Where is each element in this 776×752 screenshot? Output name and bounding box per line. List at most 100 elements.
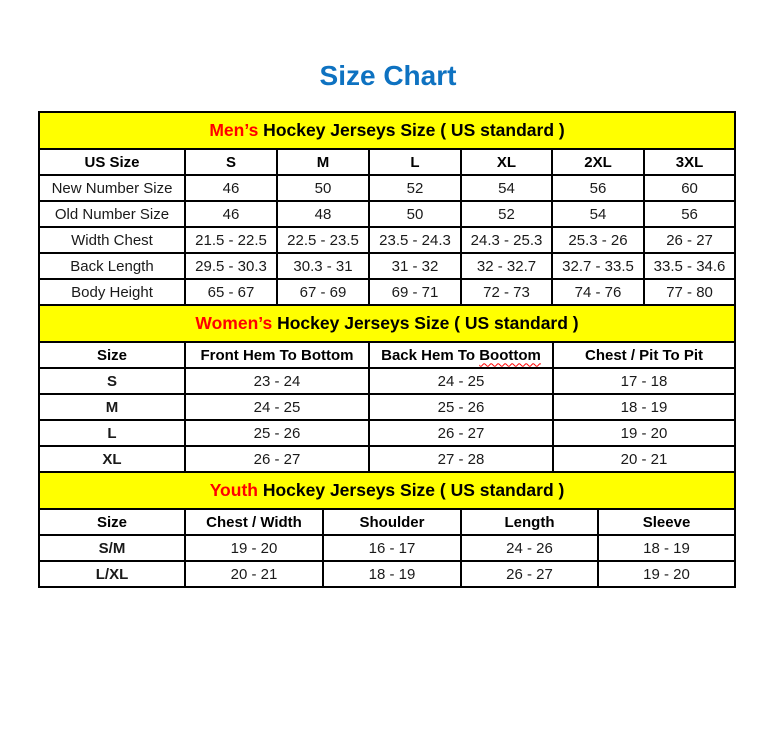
size-value: 17 - 18	[551, 367, 737, 395]
size-value: 24.3 - 25.3	[460, 226, 553, 254]
row-label: Back Length	[38, 252, 186, 280]
column-header: L	[368, 148, 462, 176]
size-value: 48	[276, 200, 370, 228]
size-value: 60	[642, 174, 737, 202]
row-label: XL	[38, 445, 186, 473]
size-value: 26 - 27	[460, 560, 599, 588]
table-row: L/XL 20 - 21 18 - 19 26 - 27 19 - 20	[38, 560, 737, 588]
column-header: Size	[38, 508, 186, 536]
mens-size-table: Men’s Hockey Jerseys Size ( US standard …	[37, 111, 737, 306]
size-value: 18 - 19	[596, 534, 737, 562]
size-value: 16 - 17	[322, 534, 462, 562]
column-header: M	[276, 148, 370, 176]
size-value: 56	[551, 174, 645, 202]
column-header: XL	[460, 148, 553, 176]
size-value: 56	[642, 200, 737, 228]
size-value: 25.3 - 26	[551, 226, 645, 254]
size-value: 26 - 27	[184, 445, 370, 473]
column-header: Back Hem To Boottom	[368, 341, 554, 369]
size-value: 25 - 26	[184, 419, 370, 447]
size-value: 26 - 27	[642, 226, 737, 254]
size-value: 20 - 21	[551, 445, 737, 473]
size-value: 54	[460, 174, 553, 202]
column-header: Front Hem To Bottom	[184, 341, 370, 369]
youth-caption: Youth Hockey Jerseys Size ( US standard …	[37, 471, 737, 510]
size-value: 50	[276, 174, 370, 202]
column-header: Length	[460, 508, 599, 536]
size-value: 32.7 - 33.5	[551, 252, 645, 280]
mens-caption-highlight: Men’s	[209, 120, 259, 140]
size-value: 74 - 76	[551, 278, 645, 306]
size-value: 19 - 20	[551, 419, 737, 447]
size-value: 27 - 28	[368, 445, 554, 473]
column-header: 3XL	[642, 148, 737, 176]
table-row: S 23 - 24 24 - 25 17 - 18	[38, 367, 737, 395]
table-row: New Number Size 46 50 52 54 56 60	[38, 174, 737, 202]
mens-caption: Men’s Hockey Jerseys Size ( US standard …	[37, 111, 737, 150]
column-header: S	[184, 148, 278, 176]
size-value: 23 - 24	[184, 367, 370, 395]
mens-caption-row: Men’s Hockey Jerseys Size ( US standard …	[37, 111, 737, 150]
table-row: Back Length 29.5 - 30.3 30.3 - 31 31 - 32 32…	[38, 252, 737, 280]
table-row: M 24 - 25 25 - 26 18 - 19	[38, 393, 737, 421]
column-header: US Size	[38, 148, 186, 176]
size-value: 24 - 26	[460, 534, 599, 562]
size-value: 54	[551, 200, 645, 228]
table-row: Width Chest 21.5 - 22.5 22.5 - 23.5 23.5 - …	[38, 226, 737, 254]
size-value: 46	[184, 174, 278, 202]
size-value: 67 - 69	[276, 278, 370, 306]
size-tables-container: Men’s Hockey Jerseys Size ( US standard …	[37, 111, 737, 588]
size-value: 72 - 73	[460, 278, 553, 306]
womens-caption-highlight: Women’s	[195, 313, 273, 333]
size-chart-page: Size Chart Men’s Hockey Jerseys Size ( U…	[0, 60, 776, 588]
misspelled-word: Boottom	[479, 346, 541, 364]
size-value: 21.5 - 22.5	[184, 226, 278, 254]
womens-caption: Women’s Hockey Jerseys Size ( US standar…	[37, 304, 737, 343]
size-value: 50	[368, 200, 462, 228]
mens-header-row: US Size S M L XL 2XL 3XL	[38, 148, 737, 176]
size-value: 26 - 27	[368, 419, 554, 447]
column-header: Sleeve	[596, 508, 737, 536]
youth-header-row: Size Chest / Width Shoulder Length Sleeve	[38, 508, 737, 536]
size-value: 31 - 32	[368, 252, 462, 280]
row-label: L/XL	[38, 560, 186, 588]
row-label: Width Chest	[38, 226, 186, 254]
table-row: Body Height 65 - 67 67 - 69 69 - 71 72 - 73 7…	[38, 278, 737, 306]
size-value: 23.5 - 24.3	[368, 226, 462, 254]
womens-caption-rest: Hockey Jerseys Size ( US standard )	[272, 313, 579, 333]
row-label: New Number Size	[38, 174, 186, 202]
row-label: L	[38, 419, 186, 447]
size-value: 18 - 19	[551, 393, 737, 421]
table-row: L 25 - 26 26 - 27 19 - 20	[38, 419, 737, 447]
column-header: Shoulder	[322, 508, 462, 536]
size-value: 18 - 19	[322, 560, 462, 588]
mens-caption-rest: Hockey Jerseys Size ( US standard )	[258, 120, 565, 140]
size-value: 32 - 32.7	[460, 252, 553, 280]
womens-size-table: Women’s Hockey Jerseys Size ( US standar…	[37, 304, 737, 473]
womens-caption-row: Women’s Hockey Jerseys Size ( US standar…	[37, 304, 737, 343]
youth-caption-highlight: Youth	[209, 480, 258, 500]
row-label: S/M	[38, 534, 186, 562]
row-label: Old Number Size	[38, 200, 186, 228]
size-value: 77 - 80	[642, 278, 737, 306]
youth-caption-row: Youth Hockey Jerseys Size ( US standard …	[37, 471, 737, 510]
table-row: S/M 19 - 20 16 - 17 24 - 26 18 - 19	[38, 534, 737, 562]
column-header: Chest / Width	[184, 508, 324, 536]
size-value: 29.5 - 30.3	[184, 252, 278, 280]
column-header: Chest / Pit To Pit	[551, 341, 737, 369]
row-label: M	[38, 393, 186, 421]
size-value: 22.5 - 23.5	[276, 226, 370, 254]
size-value: 46	[184, 200, 278, 228]
size-value: 30.3 - 31	[276, 252, 370, 280]
table-row: Old Number Size 46 48 50 52 54 56	[38, 200, 737, 228]
table-row: XL 26 - 27 27 - 28 20 - 21	[38, 445, 737, 473]
size-value: 33.5 - 34.6	[642, 252, 737, 280]
size-value: 25 - 26	[368, 393, 554, 421]
size-value: 20 - 21	[184, 560, 324, 588]
column-header: 2XL	[551, 148, 645, 176]
size-value: 65 - 67	[184, 278, 278, 306]
size-value: 52	[460, 200, 553, 228]
size-value: 24 - 25	[368, 367, 554, 395]
size-value: 19 - 20	[184, 534, 324, 562]
youth-size-table: Youth Hockey Jerseys Size ( US standard …	[37, 471, 737, 588]
